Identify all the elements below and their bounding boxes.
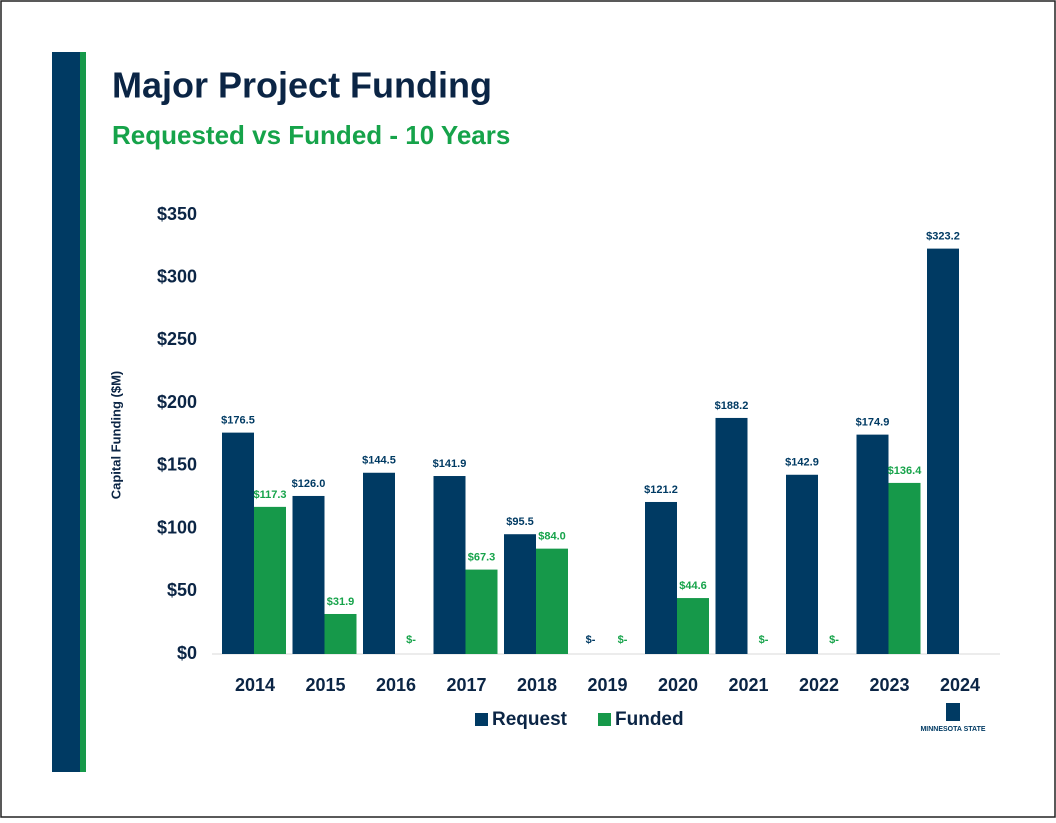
- data-label: $141.9: [433, 458, 467, 470]
- data-label: $44.6: [679, 580, 707, 592]
- y-tick-label: $50: [167, 580, 197, 600]
- data-label: $188.2: [715, 400, 749, 412]
- y-tick-label: $350: [157, 204, 197, 224]
- bar: [363, 472, 395, 654]
- data-label: $31.9: [327, 596, 355, 608]
- y-tick-label: $100: [157, 517, 197, 537]
- bar: [856, 434, 889, 654]
- x-tick-label: 2021: [728, 675, 768, 695]
- bar: [254, 506, 286, 654]
- y-tick-label: $0: [177, 643, 197, 663]
- x-tick-label: 2016: [376, 675, 416, 695]
- data-label: $-: [759, 634, 769, 646]
- x-tick-label: 2024: [940, 675, 980, 695]
- bar: [677, 598, 709, 654]
- x-tick-label: 2018: [517, 675, 557, 695]
- x-tick-label: 2023: [869, 675, 909, 695]
- y-tick-label: $250: [157, 329, 197, 349]
- data-label: $-: [829, 634, 839, 646]
- bar: [645, 501, 677, 654]
- data-label: $126.0: [292, 478, 326, 490]
- data-label: $174.9: [856, 417, 890, 429]
- data-label: $323.2: [926, 231, 960, 243]
- x-tick-label: 2015: [305, 675, 345, 695]
- bar: [536, 548, 568, 654]
- bar: [715, 417, 748, 654]
- data-label: $136.4: [888, 465, 923, 477]
- legend-swatch: [475, 713, 488, 726]
- bar: [465, 569, 498, 654]
- bar: [292, 495, 325, 654]
- bar: [888, 482, 921, 654]
- data-label: $95.5: [506, 516, 534, 528]
- bar: [786, 474, 818, 654]
- bar: [324, 613, 357, 654]
- x-tick-label: 2020: [658, 675, 698, 695]
- legend-swatch: [598, 713, 611, 726]
- x-tick-label: 2019: [587, 675, 627, 695]
- side-bar: [52, 52, 80, 772]
- y-tick-label: $300: [157, 266, 197, 286]
- y-tick-label: $200: [157, 392, 197, 412]
- data-label: $176.5: [221, 415, 255, 427]
- bar: [222, 432, 254, 654]
- legend-label: Request: [492, 709, 568, 730]
- data-label: $-: [618, 634, 628, 646]
- y-axis-label: Capital Funding ($M): [108, 371, 123, 500]
- logo-icon: [946, 703, 960, 721]
- bar: [433, 476, 466, 654]
- data-label: $142.9: [785, 457, 819, 469]
- legend-label: Funded: [615, 709, 684, 730]
- x-tick-label: 2014: [235, 675, 275, 695]
- data-label: $-: [406, 634, 416, 646]
- bar: [927, 248, 959, 654]
- y-tick-label: $150: [157, 455, 197, 475]
- data-label: $84.0: [538, 531, 566, 543]
- bar: [504, 534, 536, 654]
- data-label: $67.3: [468, 551, 496, 563]
- data-label: $-: [586, 634, 596, 646]
- chart-subtitle: Requested vs Funded - 10 Years: [112, 120, 510, 150]
- x-tick-label: 2017: [446, 675, 486, 695]
- data-label: $121.2: [644, 484, 678, 496]
- chart-title: Major Project Funding: [112, 65, 492, 106]
- side-stripe: [80, 52, 86, 772]
- data-label: $117.3: [253, 489, 286, 501]
- x-tick-label: 2022: [799, 675, 839, 695]
- logo-text: MINNESOTA STATE: [920, 726, 985, 733]
- data-label: $144.5: [362, 455, 396, 467]
